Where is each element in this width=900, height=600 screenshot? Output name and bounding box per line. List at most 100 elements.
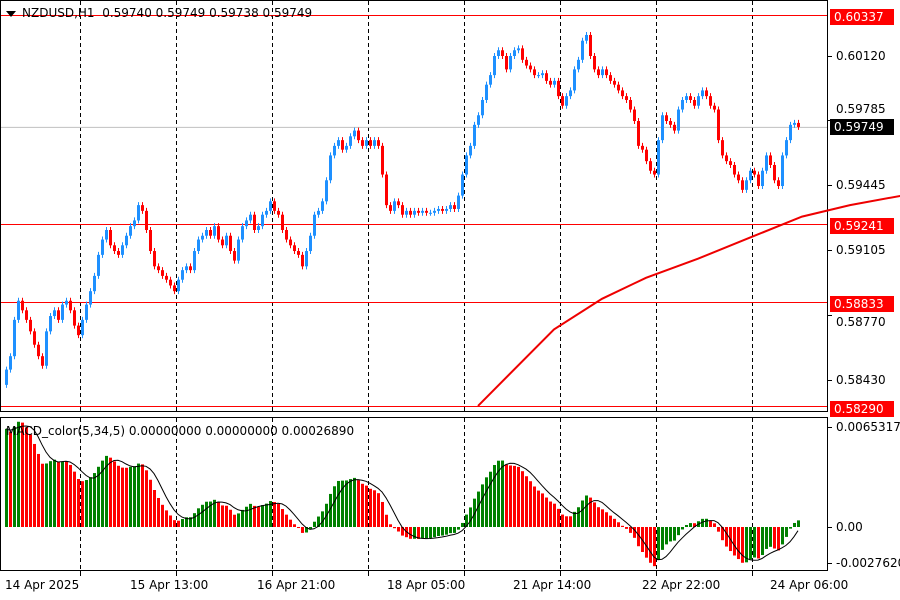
level-tag: 0.58833 bbox=[830, 296, 894, 312]
macd-bar bbox=[453, 527, 456, 533]
macd-bar bbox=[317, 516, 320, 527]
time-label: 18 Apr 05:00 bbox=[387, 578, 466, 592]
candle-body bbox=[501, 50, 504, 56]
candle-body bbox=[693, 99, 696, 106]
candle-body bbox=[625, 96, 628, 100]
current-price-tag: 0.59749 bbox=[830, 119, 894, 135]
candle-body bbox=[777, 180, 780, 187]
macd-bar bbox=[313, 521, 316, 527]
price-tick: 0.58770 bbox=[836, 315, 886, 329]
candle-body bbox=[669, 121, 672, 125]
candle-body bbox=[577, 59, 580, 70]
candle-body bbox=[357, 130, 360, 141]
candle-body bbox=[245, 220, 248, 227]
macd-bar bbox=[373, 490, 376, 527]
candle-body bbox=[181, 270, 184, 280]
candle-body bbox=[585, 34, 588, 41]
candle-body bbox=[717, 109, 720, 141]
candle-body bbox=[745, 180, 748, 190]
macd-bar bbox=[529, 481, 532, 527]
candle-body bbox=[253, 214, 256, 230]
macd-bar bbox=[321, 511, 324, 527]
candle-body bbox=[677, 109, 680, 131]
candle-body bbox=[697, 96, 700, 106]
macd-bar bbox=[577, 507, 580, 527]
candle-body bbox=[705, 90, 708, 97]
symbol-label: NZDUSD,H1 bbox=[22, 6, 95, 20]
macd-bar bbox=[73, 471, 76, 527]
macd-bar bbox=[601, 509, 604, 527]
macd-bar bbox=[677, 527, 680, 536]
macd-bar bbox=[149, 479, 152, 527]
macd-bar bbox=[417, 527, 420, 539]
candle-body bbox=[569, 90, 572, 97]
candle-body bbox=[453, 205, 456, 209]
macd-bar bbox=[273, 502, 276, 527]
macd-bar bbox=[121, 467, 124, 527]
macd-bar bbox=[213, 499, 216, 527]
candle-body bbox=[45, 331, 48, 366]
price-pane-border bbox=[0, 0, 828, 412]
candle-body bbox=[665, 115, 668, 122]
macd-bar bbox=[65, 461, 68, 527]
macd-bar bbox=[445, 527, 448, 535]
macd-bar bbox=[197, 508, 200, 527]
macd-pane-border bbox=[0, 417, 828, 571]
candle-body bbox=[117, 251, 120, 255]
macd-bar bbox=[53, 459, 56, 527]
candle-body bbox=[165, 275, 168, 280]
candle-body bbox=[17, 300, 20, 320]
macd-bar bbox=[141, 464, 144, 527]
candle-body bbox=[637, 121, 640, 146]
price-tick: 0.59785 bbox=[836, 102, 886, 116]
macd-bar bbox=[85, 480, 88, 527]
macd-bar bbox=[133, 466, 136, 527]
macd-bar bbox=[245, 506, 248, 527]
candle-body bbox=[617, 84, 620, 91]
macd-bar bbox=[241, 509, 244, 527]
macd-bar bbox=[757, 527, 760, 559]
level-tag: 0.60337 bbox=[830, 9, 894, 25]
macd-bar bbox=[5, 428, 8, 527]
candle-body bbox=[525, 59, 528, 66]
candle-body bbox=[229, 235, 232, 252]
level-tag: 0.59241 bbox=[830, 218, 894, 234]
candle-body bbox=[269, 201, 272, 211]
candle-body bbox=[477, 115, 480, 125]
macd-tick: 0.0065317 bbox=[836, 420, 900, 434]
macd-bar bbox=[493, 465, 496, 527]
macd-bar bbox=[797, 520, 800, 527]
candle-body bbox=[241, 226, 244, 240]
candle-body bbox=[69, 300, 72, 311]
macd-bar bbox=[509, 465, 512, 527]
candle-body bbox=[293, 245, 296, 252]
candle-body bbox=[257, 226, 260, 230]
candle-body bbox=[41, 356, 44, 366]
macd-bar bbox=[49, 461, 52, 527]
macd-bar bbox=[281, 509, 284, 527]
candle-body bbox=[781, 155, 784, 187]
macd-bar bbox=[665, 527, 668, 545]
candle-body bbox=[49, 316, 52, 332]
candle-body bbox=[685, 96, 688, 100]
macd-bar bbox=[253, 505, 256, 527]
candle-body bbox=[277, 210, 280, 215]
macd-bar bbox=[761, 527, 764, 556]
macd-bar bbox=[557, 508, 560, 527]
macd-bar bbox=[625, 527, 628, 529]
macd-bar bbox=[457, 527, 460, 530]
dropdown-triangle-icon[interactable] bbox=[6, 10, 16, 17]
time-label: 24 Apr 06:00 bbox=[770, 578, 849, 592]
candle-body bbox=[469, 145, 472, 156]
candle-body bbox=[177, 279, 180, 292]
candle-body bbox=[125, 235, 128, 246]
candle-body bbox=[289, 239, 292, 246]
candle-body bbox=[93, 275, 96, 292]
macd-bar bbox=[673, 527, 676, 541]
macd-bar bbox=[489, 471, 492, 527]
macd-bar bbox=[225, 505, 228, 527]
macd-bar bbox=[97, 466, 100, 527]
candle-body bbox=[509, 56, 512, 70]
macd-bar bbox=[285, 514, 288, 527]
